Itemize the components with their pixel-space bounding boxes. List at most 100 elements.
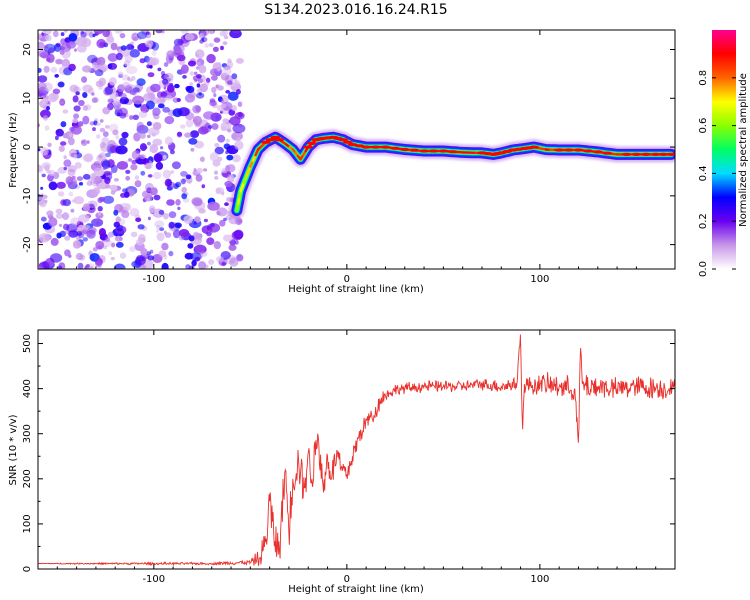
noise-blob xyxy=(184,33,195,41)
noise-blob xyxy=(180,171,188,177)
noise-blob xyxy=(113,178,119,182)
noise-blob xyxy=(232,123,246,134)
noise-blob xyxy=(48,92,58,103)
noise-blob xyxy=(44,199,48,204)
noise-blob xyxy=(135,256,146,266)
ridge-peak xyxy=(274,138,285,142)
noise-blob xyxy=(67,168,76,177)
noise-blob xyxy=(129,49,140,58)
noise-blob xyxy=(194,49,205,59)
noise-blob xyxy=(231,73,238,80)
noise-blob xyxy=(198,126,209,135)
noise-blob xyxy=(164,232,172,238)
noise-blob xyxy=(71,199,76,203)
noise-blob xyxy=(163,62,169,67)
noise-blob xyxy=(206,237,215,245)
noise-blob xyxy=(145,162,152,170)
noise-blob xyxy=(164,136,173,146)
noise-blob xyxy=(215,187,225,195)
noise-blob xyxy=(137,224,145,230)
noise-blob xyxy=(95,240,105,250)
noise-blob xyxy=(206,231,212,237)
noise-blob xyxy=(197,78,203,84)
noise-blob xyxy=(96,122,101,126)
noise-blob xyxy=(234,240,239,245)
noise-blob xyxy=(216,207,228,217)
noise-blob xyxy=(93,120,98,126)
noise-blob xyxy=(75,91,80,96)
noise-blob xyxy=(209,152,219,162)
noise-blob xyxy=(122,188,128,193)
noise-blob xyxy=(131,150,141,160)
noise-blob xyxy=(209,100,217,107)
noise-blob xyxy=(86,140,90,144)
noise-blob xyxy=(210,68,218,76)
noise-blob xyxy=(108,251,113,256)
noise-blob xyxy=(115,93,119,97)
noise-blob xyxy=(189,71,195,76)
noise-blob xyxy=(81,76,88,83)
noise-blob xyxy=(155,30,163,34)
noise-blob xyxy=(121,74,130,81)
noise-blob xyxy=(121,131,129,139)
noise-blob xyxy=(211,123,219,130)
noise-blob xyxy=(220,98,225,103)
noise-blob xyxy=(153,153,163,163)
noise-blob xyxy=(39,51,48,59)
noise-blob xyxy=(228,244,237,251)
noise-blob xyxy=(87,226,97,234)
noise-blob xyxy=(236,137,241,141)
noise-blob xyxy=(107,62,118,70)
noise-blob xyxy=(93,30,104,35)
noise-blob xyxy=(69,84,79,93)
noise-blob xyxy=(144,39,154,48)
noise-blob xyxy=(219,30,226,37)
noise-blob xyxy=(207,125,213,129)
noise-blob xyxy=(186,85,195,93)
noise-blob xyxy=(99,119,104,123)
noise-blob xyxy=(60,38,66,45)
noise-blob xyxy=(227,174,235,184)
noise-blob xyxy=(62,223,70,231)
noise-blob xyxy=(220,126,227,132)
ridge-peak xyxy=(370,145,381,149)
noise-blob xyxy=(59,223,62,228)
noise-blob xyxy=(153,194,161,201)
noise-blob xyxy=(48,181,58,191)
noise-blob xyxy=(153,171,162,180)
snr-xtick-label: 100 xyxy=(530,574,549,585)
noise-blob xyxy=(116,112,121,117)
noise-blob xyxy=(211,86,217,94)
ridge-peak xyxy=(260,140,271,144)
noise-blob xyxy=(167,84,175,93)
noise-blob xyxy=(119,252,127,259)
noise-blob xyxy=(194,216,201,223)
noise-blob xyxy=(214,170,218,175)
snr-ytick-label: 100 xyxy=(22,514,33,533)
noise-blob xyxy=(199,156,205,163)
noise-blob xyxy=(235,57,244,64)
noise-blob xyxy=(163,230,167,235)
noise-blob xyxy=(109,77,117,86)
noise-blob xyxy=(97,197,103,204)
noise-blob xyxy=(86,181,91,186)
ridge-peak xyxy=(631,152,642,156)
noise-blob xyxy=(171,161,181,170)
noise-blob xyxy=(92,127,96,132)
noise-blob xyxy=(87,200,98,209)
noise-blob xyxy=(112,129,119,136)
noise-blob xyxy=(213,37,221,43)
noise-blob xyxy=(82,154,92,162)
noise-blob xyxy=(73,105,81,112)
noise-blob xyxy=(103,245,107,250)
noise-blob xyxy=(138,111,148,118)
noise-blob xyxy=(174,83,180,89)
noise-blob xyxy=(123,60,131,67)
noise-blob xyxy=(139,133,146,139)
noise-blob xyxy=(87,87,95,95)
noise-blob xyxy=(135,217,142,223)
snr-ytick-label: 500 xyxy=(22,334,33,353)
noise-blob xyxy=(41,173,46,178)
snr-xlabel: Height of straight line (km) xyxy=(288,584,424,595)
